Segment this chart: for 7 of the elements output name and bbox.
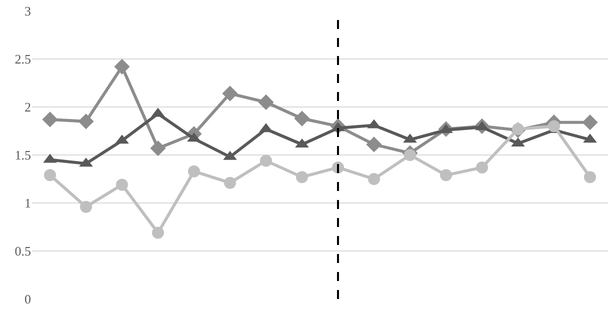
y-tick-label: 0.5 <box>14 244 31 259</box>
y-tick-label: 2 <box>24 100 31 115</box>
y-tick-label: 1.5 <box>14 148 31 163</box>
y-tick-label: 0 <box>24 292 31 307</box>
y-tick-label: 2.5 <box>14 52 31 67</box>
y-tick-label: 1 <box>24 196 31 211</box>
y-tick-label: 3 <box>24 4 31 19</box>
